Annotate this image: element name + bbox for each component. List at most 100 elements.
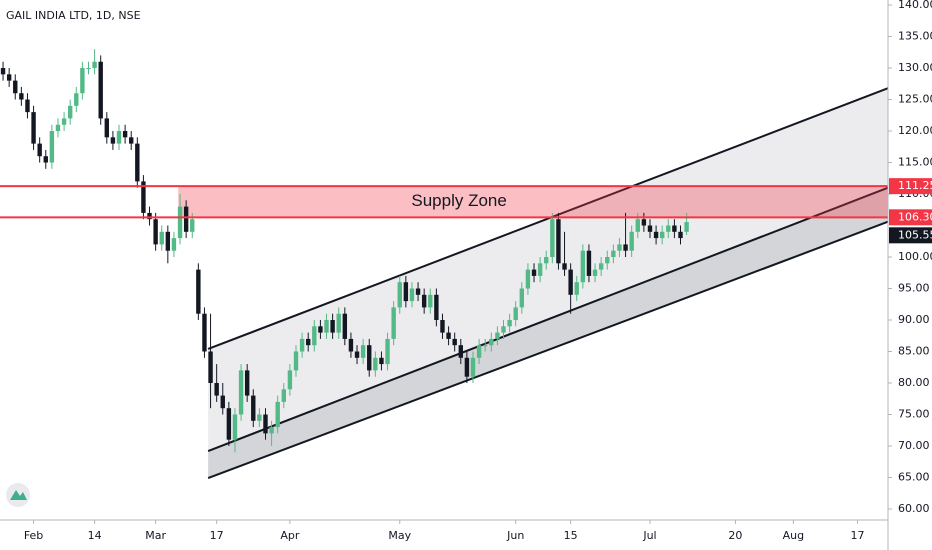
candle-body — [324, 320, 329, 333]
chart-title: GAIL INDIA LTD, 1D, NSE — [6, 9, 141, 22]
candle-body — [80, 68, 85, 94]
candle-body — [183, 206, 189, 232]
candle-body — [336, 313, 341, 333]
candle-body — [25, 99, 30, 113]
candle-body — [598, 263, 604, 270]
x-tick-label: Feb — [24, 529, 43, 542]
candle-body — [116, 131, 122, 144]
candle-body — [220, 395, 225, 409]
candle-body — [562, 263, 567, 270]
candle-body — [464, 357, 470, 377]
plot-area: Supply Zone — [0, 49, 889, 480]
candle-body — [403, 282, 409, 302]
candle-body — [458, 345, 463, 358]
y-tick-label: 125.00 — [898, 93, 932, 106]
candle-body — [263, 414, 268, 434]
candle-body — [348, 338, 354, 352]
candle-body — [391, 307, 396, 339]
candle-body — [635, 219, 640, 232]
candle-body — [470, 357, 476, 377]
candle-body — [299, 338, 305, 352]
candle-body — [55, 124, 61, 132]
candle-body — [489, 338, 494, 346]
candle-body — [415, 288, 421, 295]
candle-body — [617, 244, 622, 251]
candle-body — [452, 338, 457, 346]
candle-body — [61, 118, 67, 125]
candle-body — [177, 206, 183, 239]
candle-body — [6, 74, 12, 81]
y-tick-label: 135.00 — [898, 30, 932, 43]
channel-line — [207, 87, 889, 350]
x-tick-label: Mar — [145, 529, 166, 542]
x-tick-label: 17 — [850, 529, 864, 542]
x-tick-label: 15 — [564, 529, 578, 542]
y-tick-label: 115.00 — [898, 156, 932, 169]
candle-body — [67, 105, 73, 119]
candle-body — [629, 231, 634, 251]
x-tick-label: 20 — [728, 529, 742, 542]
x-tick-label: 14 — [88, 529, 102, 542]
channel-fill — [208, 88, 888, 452]
y-tick-label: 70.00 — [898, 439, 930, 452]
candle-body — [13, 80, 18, 94]
candle-body — [49, 131, 55, 163]
candle-body — [281, 389, 286, 402]
candle-body — [122, 131, 128, 138]
channel-line — [207, 220, 889, 480]
y-tick-label: 65.00 — [898, 470, 930, 483]
candle-body — [653, 231, 659, 239]
candle-body — [31, 112, 36, 144]
candle-body — [293, 351, 299, 371]
candle-body — [147, 212, 152, 220]
candle-body — [171, 238, 177, 251]
candle-body — [544, 257, 549, 264]
candle-body — [98, 61, 103, 119]
candle-body — [354, 351, 360, 358]
candle-body — [74, 93, 79, 106]
candle-body — [110, 137, 116, 144]
candle-body — [556, 219, 561, 264]
candle-body — [257, 414, 262, 421]
candle-body — [238, 370, 244, 415]
level-marker — [889, 209, 932, 226]
candle-body — [507, 320, 512, 327]
candle-body — [159, 231, 164, 245]
candle-body — [678, 231, 683, 239]
candle-body — [367, 345, 372, 371]
candle-body — [580, 250, 586, 283]
candle-body — [208, 351, 213, 383]
candle-body — [525, 269, 531, 289]
candle-body — [666, 225, 671, 232]
candle-body — [537, 263, 543, 276]
candle-body — [672, 225, 677, 232]
y-tick-label: 85.00 — [898, 344, 930, 357]
x-tick-label: Apr — [280, 529, 300, 542]
x-tick-label: Jun — [506, 529, 524, 542]
candle-body — [440, 320, 445, 333]
logo — [6, 483, 30, 507]
candle-body — [202, 313, 207, 352]
candle-body — [232, 414, 238, 440]
candle-body — [428, 294, 433, 308]
zone-label: Supply Zone — [411, 191, 506, 210]
candle-body — [641, 219, 647, 226]
candle-body — [568, 269, 573, 295]
level-label: 106.30 — [898, 210, 932, 223]
x-tick-label: May — [388, 529, 411, 542]
y-tick-label: 60.00 — [898, 502, 930, 515]
candle-body — [104, 118, 110, 138]
candle-body — [531, 269, 537, 276]
candle-body — [373, 357, 378, 371]
candle-body — [165, 231, 171, 251]
last-price-label: 105.55 — [898, 228, 932, 241]
x-tick-label: 17 — [210, 529, 224, 542]
candle-body — [306, 338, 311, 346]
candle-body — [550, 219, 555, 258]
y-tick-label: 140.00 — [898, 0, 932, 11]
candle-body — [330, 320, 335, 333]
level-label: 111.25 — [898, 179, 932, 192]
candle-body — [251, 395, 256, 421]
candle-body — [476, 345, 482, 358]
candle-body — [495, 332, 500, 339]
